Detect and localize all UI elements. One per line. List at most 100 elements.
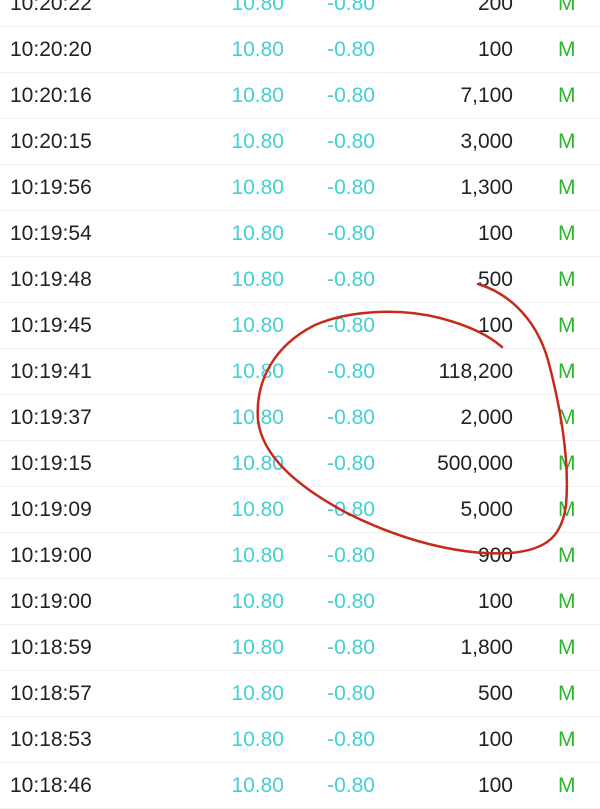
trade-flag: M bbox=[558, 268, 576, 291]
trade-row[interactable]: 10:18:46 10.80 -0.80 100 M bbox=[0, 763, 600, 809]
trade-row[interactable]: 10:18:59 10.80 -0.80 1,800 M bbox=[0, 625, 600, 671]
trade-volume: 100 bbox=[477, 774, 513, 797]
trade-price: 10.80 bbox=[231, 774, 284, 797]
trade-flag: M bbox=[558, 130, 576, 153]
trade-volume: 200 bbox=[477, 0, 513, 15]
trade-time: 10:20:22 bbox=[10, 0, 92, 15]
trade-price: 10.80 bbox=[231, 360, 284, 383]
trade-row[interactable]: 10:19:45 10.80 -0.80 100 M bbox=[0, 303, 600, 349]
trade-row[interactable]: 10:19:37 10.80 -0.80 2,000 M bbox=[0, 395, 600, 441]
trade-price: 10.80 bbox=[231, 452, 284, 475]
trade-flag: M bbox=[558, 728, 576, 751]
trade-time: 10:19:41 bbox=[10, 360, 92, 383]
trade-flag: M bbox=[558, 38, 576, 61]
trade-time: 10:20:15 bbox=[10, 130, 92, 153]
trade-row[interactable]: 10:19:54 10.80 -0.80 100 M bbox=[0, 211, 600, 257]
trade-flag: M bbox=[558, 636, 576, 659]
trade-time: 10:19:00 bbox=[10, 590, 92, 613]
trade-change: -0.80 bbox=[327, 728, 375, 751]
trade-volume: 1,800 bbox=[460, 636, 513, 659]
trade-flag: M bbox=[558, 774, 576, 797]
trade-change: -0.80 bbox=[327, 544, 375, 567]
trade-time: 10:19:56 bbox=[10, 176, 92, 199]
trade-row[interactable]: 10:20:20 10.80 -0.80 100 M bbox=[0, 27, 600, 73]
trade-row[interactable]: 10:18:53 10.80 -0.80 100 M bbox=[0, 717, 600, 763]
trade-price: 10.80 bbox=[231, 544, 284, 567]
trade-price: 10.80 bbox=[231, 222, 284, 245]
trade-change: -0.80 bbox=[327, 222, 375, 245]
trade-volume: 3,000 bbox=[460, 130, 513, 153]
trade-volume: 2,000 bbox=[460, 406, 513, 429]
trade-price: 10.80 bbox=[231, 406, 284, 429]
trade-row[interactable]: 10:19:09 10.80 -0.80 5,000 M bbox=[0, 487, 600, 533]
trade-change: -0.80 bbox=[327, 38, 375, 61]
trade-price: 10.80 bbox=[231, 38, 284, 61]
trade-price: 10.80 bbox=[231, 0, 284, 15]
trade-change: -0.80 bbox=[327, 682, 375, 705]
trade-volume: 100 bbox=[477, 728, 513, 751]
trade-flag: M bbox=[558, 544, 576, 567]
trade-price: 10.80 bbox=[231, 498, 284, 521]
trade-row[interactable]: 10:18:57 10.80 -0.80 500 M bbox=[0, 671, 600, 717]
trade-change: -0.80 bbox=[327, 268, 375, 291]
trade-time: 10:18:53 bbox=[10, 728, 92, 751]
trade-volume: 500 bbox=[477, 268, 513, 291]
trade-change: -0.80 bbox=[327, 590, 375, 613]
trade-row[interactable]: 10:19:00 10.80 -0.80 100 M bbox=[0, 579, 600, 625]
trade-flag: M bbox=[558, 360, 576, 383]
trade-flag: M bbox=[558, 84, 576, 107]
trade-volume: 118,200 bbox=[438, 360, 513, 383]
trade-time: 10:19:37 bbox=[10, 406, 92, 429]
trade-price: 10.80 bbox=[231, 130, 284, 153]
trade-flag: M bbox=[558, 0, 576, 15]
trade-row[interactable]: 10:19:41 10.80 -0.80 118,200 M bbox=[0, 349, 600, 395]
trade-price: 10.80 bbox=[231, 636, 284, 659]
trade-row[interactable]: 10:19:15 10.80 -0.80 500,000 M bbox=[0, 441, 600, 487]
trade-flag: M bbox=[558, 222, 576, 245]
trade-change: -0.80 bbox=[327, 0, 375, 15]
trade-change: -0.80 bbox=[327, 406, 375, 429]
trade-price: 10.80 bbox=[231, 314, 284, 337]
trade-time: 10:18:57 bbox=[10, 682, 92, 705]
trade-row[interactable]: 10:19:00 10.80 -0.80 900 M bbox=[0, 533, 600, 579]
trade-flag: M bbox=[558, 314, 576, 337]
trade-change: -0.80 bbox=[327, 314, 375, 337]
trade-volume: 100 bbox=[477, 38, 513, 61]
trade-time: 10:19:15 bbox=[10, 452, 92, 475]
trade-volume: 100 bbox=[477, 222, 513, 245]
trade-time: 10:19:48 bbox=[10, 268, 92, 291]
trade-price: 10.80 bbox=[231, 728, 284, 751]
trade-flag: M bbox=[558, 590, 576, 613]
trade-price: 10.80 bbox=[231, 682, 284, 705]
trade-time: 10:18:59 bbox=[10, 636, 92, 659]
trade-price: 10.80 bbox=[231, 84, 284, 107]
trade-row[interactable]: 10:20:15 10.80 -0.80 3,000 M bbox=[0, 119, 600, 165]
trade-change: -0.80 bbox=[327, 774, 375, 797]
trade-volume: 100 bbox=[477, 590, 513, 613]
trade-price: 10.80 bbox=[231, 590, 284, 613]
trade-time: 10:19:00 bbox=[10, 544, 92, 567]
trade-row[interactable]: 10:20:22 10.80 -0.80 200 M bbox=[0, 0, 600, 27]
trade-row[interactable]: 10:19:48 10.80 -0.80 500 M bbox=[0, 257, 600, 303]
trade-volume: 500 bbox=[477, 682, 513, 705]
trade-change: -0.80 bbox=[327, 130, 375, 153]
trade-flag: M bbox=[558, 406, 576, 429]
trade-volume: 5,000 bbox=[460, 498, 513, 521]
trade-time: 10:20:20 bbox=[10, 38, 92, 61]
trade-volume: 7,100 bbox=[460, 84, 513, 107]
trade-flag: M bbox=[558, 176, 576, 199]
trade-price: 10.80 bbox=[231, 268, 284, 291]
trade-price: 10.80 bbox=[231, 176, 284, 199]
trade-time: 10:19:45 bbox=[10, 314, 92, 337]
trade-row[interactable]: 10:20:16 10.80 -0.80 7,100 M bbox=[0, 73, 600, 119]
trade-volume: 1,300 bbox=[460, 176, 513, 199]
trade-time: 10:18:46 bbox=[10, 774, 92, 797]
trade-flag: M bbox=[558, 682, 576, 705]
trade-change: -0.80 bbox=[327, 360, 375, 383]
trade-time: 10:19:54 bbox=[10, 222, 92, 245]
trade-row[interactable]: 10:19:56 10.80 -0.80 1,300 M bbox=[0, 165, 600, 211]
trade-time: 10:19:09 bbox=[10, 498, 92, 521]
trade-flag: M bbox=[558, 498, 576, 521]
trade-volume: 100 bbox=[477, 314, 513, 337]
